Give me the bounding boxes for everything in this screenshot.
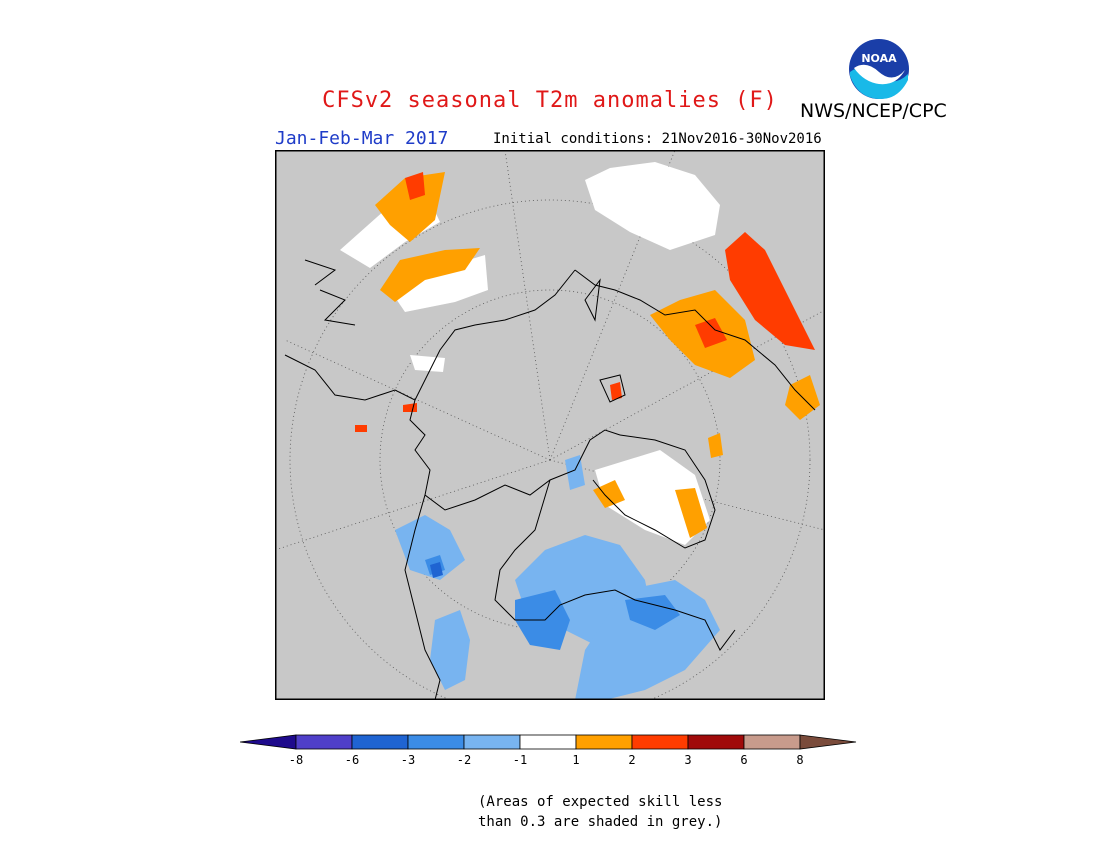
colorbar-arrow-low — [239, 734, 297, 750]
colorbar-tick-label: 8 — [796, 753, 803, 767]
colorbar-tick-label: -3 — [401, 753, 415, 767]
coastlines — [284, 259, 816, 700]
colorbar-tick-label: -6 — [345, 753, 359, 767]
map-border — [274, 149, 826, 701]
near-normal-areas — [340, 162, 720, 545]
agency-label: NWS/NCEP/CPC — [800, 100, 947, 122]
graticule — [275, 150, 825, 700]
colorbar-box — [687, 734, 745, 750]
colorbar-tick-label: 6 — [740, 753, 747, 767]
colorbar-box — [295, 734, 353, 750]
skill-note-line-1: (Areas of expected skill less — [478, 794, 723, 810]
colorbar-tick-label: 1 — [572, 753, 579, 767]
skill-note-line-2: than 0.3 are shaded in grey.) — [478, 814, 723, 830]
colorbar-tick-label: 3 — [684, 753, 691, 767]
colorbar-box — [519, 734, 577, 750]
skill-note: (Areas of expected skill less than 0.3 a… — [478, 792, 722, 832]
colorbar-box — [631, 734, 689, 750]
colorbar: -8 -6 -3 -2 -1 1 2 3 6 8 — [239, 728, 860, 778]
polar-map — [274, 149, 826, 701]
logo-text: NOAA — [861, 52, 897, 65]
initial-conditions-label: Initial conditions: 21Nov2016-30Nov2016 — [493, 131, 822, 147]
map-title: CFSv2 seasonal T2m anomalies (F) — [322, 88, 778, 113]
colorbar-box — [463, 734, 521, 750]
season-label: Jan-Feb-Mar 2017 — [275, 128, 449, 149]
colorbar-tick-label: -2 — [457, 753, 471, 767]
colorbar-arrow-high — [799, 734, 857, 750]
strong-warm-anomaly-areas — [355, 172, 815, 432]
noaa-logo-icon: NOAA — [848, 38, 910, 104]
strong-cold-anomaly-areas — [430, 562, 443, 578]
colorbar-box — [351, 734, 409, 750]
colorbar-box — [407, 734, 465, 750]
colorbar-tick-label: -1 — [513, 753, 527, 767]
colorbar-box — [743, 734, 801, 750]
colorbar-box — [575, 734, 633, 750]
colorbar-tick-label: 2 — [628, 753, 635, 767]
colorbar-tick-label: -8 — [289, 753, 303, 767]
